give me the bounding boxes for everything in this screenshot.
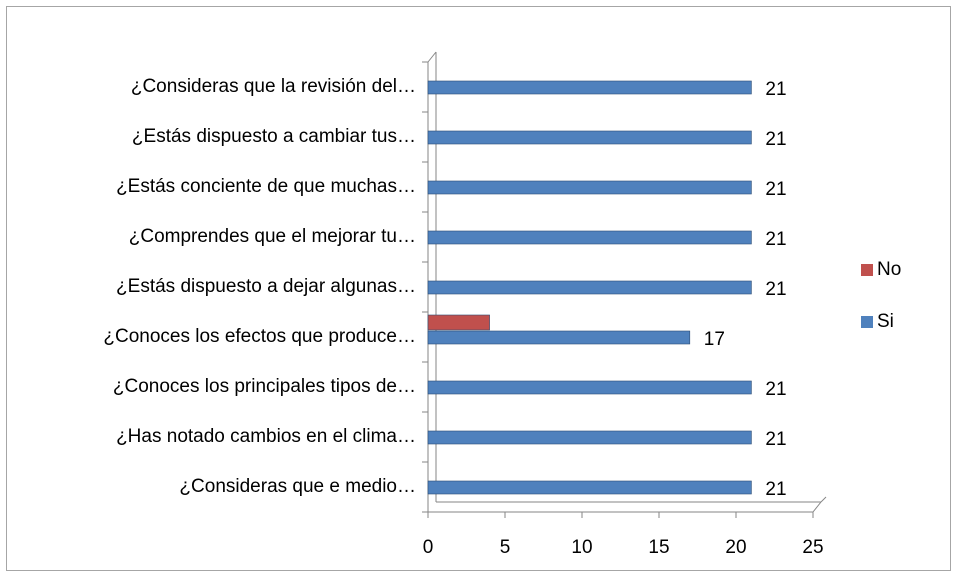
y-tick-label: ¿Estás conciente de que muchas…: [116, 176, 416, 197]
bar: [427, 130, 752, 145]
bar: [427, 230, 752, 245]
legend-swatch: [861, 316, 873, 328]
data-label: 21: [765, 129, 786, 150]
legend-swatch: [861, 264, 873, 276]
bar: [427, 430, 752, 445]
y-tick-label: ¿Consideras que e medio…: [179, 476, 416, 497]
bar: [427, 314, 490, 331]
y-tick-label: ¿Estás dispuesto a cambiar tus…: [132, 126, 416, 147]
data-label: 17: [704, 329, 725, 350]
x-tick-label: 25: [802, 537, 823, 558]
data-label: 21: [765, 229, 786, 250]
y-tick-label: ¿Comprendes que el mejorar tu…: [129, 226, 416, 247]
bar: [427, 180, 752, 195]
bar: [427, 280, 752, 295]
x-tick-label: 20: [725, 537, 746, 558]
bar: [427, 380, 752, 395]
y-tick-label: ¿Estás dispuesto a dejar algunas…: [116, 276, 416, 297]
legend-label: Si: [877, 311, 894, 332]
data-label: 21: [765, 79, 786, 100]
data-label: 21: [765, 379, 786, 400]
y-tick-label: ¿Conoces los principales tipos de…: [113, 376, 416, 397]
data-label: 21: [765, 179, 786, 200]
x-tick-label: 10: [571, 537, 592, 558]
data-label: 21: [765, 279, 786, 300]
bar: [427, 330, 691, 345]
data-label: 21: [765, 429, 786, 450]
x-tick-label: 0: [423, 537, 434, 558]
bar: [427, 80, 752, 95]
x-tick-label: 5: [500, 537, 511, 558]
y-tick-label: ¿Consideras que la revisión del…: [131, 76, 416, 97]
bar: [427, 480, 752, 495]
legend-label: No: [877, 259, 901, 280]
data-label: 21: [765, 479, 786, 500]
y-tick-label: ¿Conoces los efectos que produce…: [103, 326, 416, 347]
x-tick-label: 15: [648, 537, 669, 558]
y-tick-label: ¿Has notado cambios en el clima…: [116, 426, 416, 447]
